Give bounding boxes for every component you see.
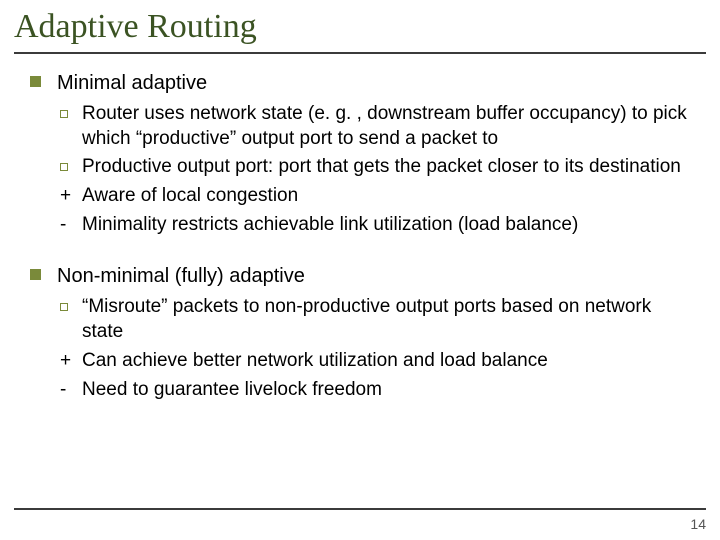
list-item-text: Aware of local congestion (82, 184, 298, 209)
minus-marker: - (60, 378, 82, 403)
plus-marker: + (60, 349, 82, 374)
plus-marker: + (60, 184, 82, 209)
section-heading: Non-minimal (fully) adaptive (30, 263, 690, 289)
list-item-text: Minimality restricts achievable link uti… (82, 213, 578, 238)
list-item: Router uses network state (e. g. , downs… (30, 102, 690, 151)
list-item: - Need to guarantee livelock freedom (30, 378, 690, 403)
hollow-square-bullet-icon (60, 163, 68, 171)
list-item: “Misroute” packets to non-productive out… (30, 295, 690, 344)
minus-marker: - (60, 213, 82, 238)
slide-body: Minimal adaptive Router uses network sta… (0, 54, 720, 402)
square-bullet-icon (30, 76, 41, 87)
square-bullet-icon (30, 269, 41, 280)
list-item: + Can achieve better network utilization… (30, 349, 690, 374)
list-item: Productive output port: port that gets t… (30, 155, 690, 180)
section-heading-text: Non-minimal (fully) adaptive (57, 263, 305, 289)
list-item-text: Can achieve better network utilization a… (82, 349, 548, 374)
footer-underline (14, 508, 706, 510)
list-item-text: Productive output port: port that gets t… (82, 155, 681, 180)
hollow-square-bullet-icon (60, 303, 68, 311)
slide-title: Adaptive Routing (0, 0, 720, 52)
page-number: 14 (690, 516, 706, 532)
list-item: - Minimality restricts achievable link u… (30, 213, 690, 238)
list-item: + Aware of local congestion (30, 184, 690, 209)
section-heading-text: Minimal adaptive (57, 70, 207, 96)
hollow-square-bullet-icon (60, 110, 68, 118)
section-heading: Minimal adaptive (30, 70, 690, 96)
list-item-text: Need to guarantee livelock freedom (82, 378, 382, 403)
list-item-text: Router uses network state (e. g. , downs… (82, 102, 690, 151)
list-item-text: “Misroute” packets to non-productive out… (82, 295, 690, 344)
